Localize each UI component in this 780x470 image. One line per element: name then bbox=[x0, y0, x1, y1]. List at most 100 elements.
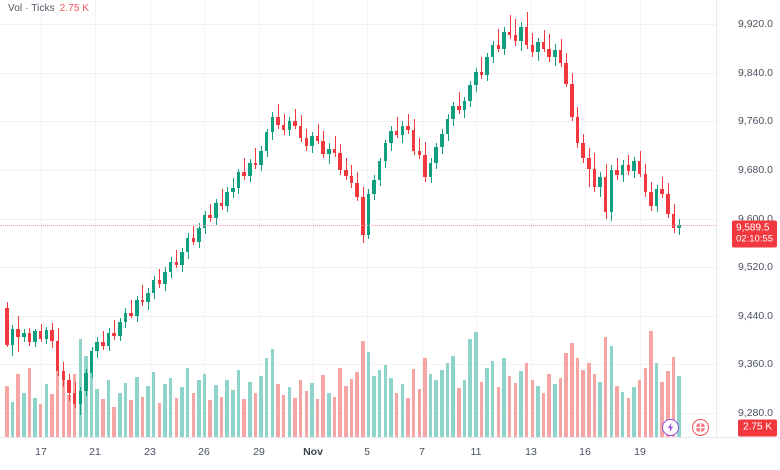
volume-bar bbox=[361, 340, 365, 437]
price-axis-tick: 9,440.0 bbox=[737, 310, 773, 322]
volume-bar bbox=[106, 379, 111, 437]
price-axis-tick: 9,360.0 bbox=[737, 358, 773, 370]
candle-body bbox=[208, 214, 212, 219]
candle-body bbox=[61, 371, 66, 380]
volume-bar bbox=[38, 404, 43, 437]
candle-body bbox=[457, 105, 461, 111]
volume-bar bbox=[225, 379, 229, 437]
volume-bar bbox=[22, 393, 26, 437]
price-axis-tick: 9,840.0 bbox=[737, 67, 773, 79]
gridline-vertical bbox=[313, 0, 314, 437]
overlay-layer bbox=[0, 225, 716, 226]
candle-body bbox=[389, 131, 393, 144]
candle-body bbox=[524, 26, 529, 45]
volume-bar bbox=[338, 367, 342, 437]
candle-body bbox=[174, 262, 179, 265]
candle-body bbox=[496, 44, 501, 49]
candle-body bbox=[10, 328, 15, 345]
candle-body bbox=[146, 292, 150, 303]
time-axis-tick: 19 bbox=[634, 446, 646, 458]
candle-body bbox=[135, 299, 139, 316]
candle-wick bbox=[176, 250, 177, 269]
gridline-horizontal bbox=[0, 219, 716, 220]
candle-body bbox=[451, 105, 455, 119]
volume-bar bbox=[440, 370, 444, 437]
volume-bar bbox=[89, 370, 94, 437]
legend-title: Vol · Ticks bbox=[8, 3, 55, 14]
time-axis[interactable]: 17 21 23 26 29 Nov 5 7 11 13 16 19 bbox=[0, 437, 780, 470]
candle-body bbox=[445, 118, 450, 134]
candle-wick bbox=[222, 189, 223, 210]
current-price-countdown: 02:10:55 bbox=[736, 233, 773, 245]
candle-body bbox=[236, 172, 241, 189]
volume-bar bbox=[270, 348, 275, 437]
gridline-vertical bbox=[95, 0, 96, 437]
candle-body bbox=[180, 252, 184, 265]
candle-body bbox=[355, 183, 359, 197]
candle-body bbox=[377, 161, 382, 180]
candle-wick bbox=[114, 320, 115, 340]
time-axis-tick: 17 bbox=[35, 446, 47, 458]
volume-bar bbox=[513, 382, 518, 437]
volume-bar bbox=[287, 387, 292, 437]
volume-bar bbox=[84, 356, 88, 437]
price-axis-tick: 9,760.0 bbox=[737, 115, 773, 127]
volume-bar bbox=[479, 382, 484, 437]
candle-body bbox=[490, 44, 495, 58]
volume-bar bbox=[112, 406, 116, 437]
candle-body bbox=[202, 214, 207, 229]
volume-bar bbox=[310, 382, 314, 437]
time-axis-tick: 16 bbox=[579, 446, 591, 458]
volume-bar bbox=[276, 383, 280, 437]
candle-wick bbox=[532, 32, 533, 58]
legend-value: 2.75 K bbox=[59, 3, 90, 14]
volume-bar bbox=[598, 382, 602, 437]
candle-body bbox=[321, 140, 325, 155]
volume-bar bbox=[327, 393, 331, 437]
candle-body bbox=[118, 321, 122, 337]
candle-body bbox=[434, 146, 438, 163]
volume-bar bbox=[67, 394, 71, 437]
candle-body bbox=[89, 350, 94, 373]
candle-body bbox=[276, 116, 280, 126]
current-price-value: 9,589.5 bbox=[736, 222, 770, 234]
candle-wick bbox=[549, 33, 550, 62]
price-axis[interactable]: 9,920.0 9,840.0 9,760.0 9,680.0 9,600.0 9,520… bbox=[716, 0, 780, 437]
volume-bar bbox=[304, 390, 309, 437]
candle-body bbox=[485, 57, 489, 76]
candle-body bbox=[140, 299, 145, 303]
volume-bar bbox=[637, 379, 642, 437]
volume-bar bbox=[530, 379, 535, 437]
economic-event-marker[interactable] bbox=[692, 419, 709, 436]
volume-bar bbox=[660, 382, 664, 437]
time-axis-tick: 29 bbox=[253, 446, 265, 458]
volume-bar bbox=[445, 363, 450, 437]
candle-body bbox=[304, 138, 309, 146]
candle-body bbox=[225, 191, 229, 207]
volume-bar bbox=[332, 396, 337, 437]
time-axis-tick: 21 bbox=[89, 446, 101, 458]
candle-body bbox=[570, 83, 574, 117]
volume-bar bbox=[315, 399, 320, 437]
volume-value-badge[interactable]: 2.75 K bbox=[738, 419, 777, 437]
volume-bar bbox=[649, 330, 653, 437]
volume-bar bbox=[609, 346, 614, 437]
candle-body bbox=[394, 131, 399, 135]
gridline-vertical bbox=[531, 0, 532, 437]
flash-event-marker[interactable] bbox=[662, 419, 679, 436]
candle-wick bbox=[459, 92, 460, 115]
candle-body bbox=[264, 132, 269, 151]
candle-body bbox=[44, 330, 49, 339]
candle-wick bbox=[419, 138, 420, 159]
plot-surface[interactable] bbox=[0, 0, 716, 437]
current-price-tag[interactable]: 9,589.5 02:10:55 bbox=[732, 220, 777, 248]
candle-wick bbox=[515, 19, 516, 47]
volume-bar bbox=[185, 368, 190, 437]
time-axis-tick: 11 bbox=[470, 446, 482, 458]
volume-bar bbox=[293, 398, 297, 437]
volume-bar bbox=[321, 375, 325, 437]
legend[interactable]: Vol · Ticks 2.75 K bbox=[8, 3, 89, 14]
volume-bar bbox=[490, 360, 495, 437]
volume-bar bbox=[236, 370, 241, 437]
